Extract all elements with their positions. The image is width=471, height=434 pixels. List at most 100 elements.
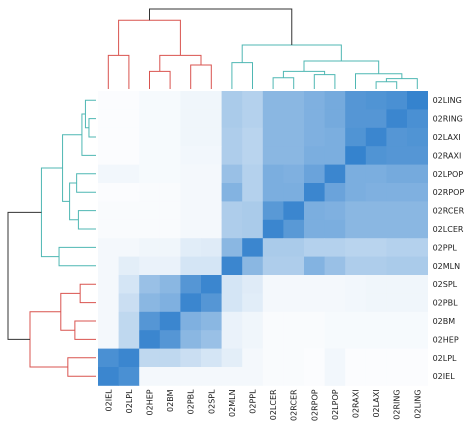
heatmap-cell-02LAXI-02LPL bbox=[118, 127, 140, 147]
heatmap-cell-02IEL-02LPL bbox=[118, 367, 140, 386]
heatmap-cell-02BM-02LAXI bbox=[365, 311, 387, 331]
heatmap-cell-02LCER-02PBL bbox=[180, 219, 202, 239]
heatmap-cell-02IEL-02SPL bbox=[201, 367, 222, 386]
heatmap-cell-02LING-02MLN bbox=[221, 91, 243, 110]
heatmap-cell-02RCER-02PPL bbox=[242, 201, 264, 221]
heatmap-cell-02IEL-02IEL bbox=[98, 367, 119, 386]
heatmap-cell-02RAXI-02RING bbox=[386, 146, 408, 165]
heatmap-cell-02RCER-02LPL bbox=[118, 201, 140, 221]
heatmap-cell-02LPOP-02RING bbox=[386, 164, 408, 184]
heatmap-cell-02LING-02BM bbox=[159, 91, 181, 110]
heatmap-cell-02SPL-02HEP bbox=[139, 275, 161, 294]
heatmap-cell-02RING-02RCER bbox=[283, 109, 305, 129]
dendrogram-branch bbox=[190, 64, 212, 89]
dendrogram-branch bbox=[60, 292, 81, 331]
heatmap-cell-02LPOP-02LPOP bbox=[324, 164, 346, 184]
heatmap-cell-02SPL-02LAXI bbox=[365, 275, 387, 294]
heatmap-cell-02LPL-02PBL bbox=[180, 348, 202, 368]
heatmap-cell-02RAXI-02LAXI bbox=[365, 146, 387, 165]
heatmap-cell-02RPOP-02RCER bbox=[283, 183, 305, 202]
heatmap-cell-02LPL-02LCER bbox=[262, 348, 284, 368]
col-label: 02HEP bbox=[146, 389, 155, 415]
heatmap-cell-02RAXI-02RCER bbox=[283, 146, 305, 165]
dendrogram-branch bbox=[58, 246, 96, 267]
heatmap-cell-02PBL-02LPOP bbox=[324, 293, 346, 313]
heatmap-cell-02LAXI-02LCER bbox=[262, 127, 284, 147]
heatmap-cell-02LCER-02LPOP bbox=[324, 219, 346, 239]
heatmap-cell-02RAXI-02LING bbox=[407, 146, 428, 165]
heatmap-cell-02LCER-02LCER bbox=[262, 219, 284, 239]
heatmap-cell-02SPL-02LPL bbox=[118, 275, 140, 294]
heatmap-cell-02PPL-02MLN bbox=[221, 238, 243, 257]
heatmap-cell-02LAXI-02LAXI bbox=[365, 127, 387, 147]
heatmap-cell-02IEL-02LAXI bbox=[365, 367, 387, 386]
heatmap-cell-02PBL-02SPL bbox=[201, 293, 222, 313]
heatmap-cell-02LCER-02LAXI bbox=[365, 219, 387, 239]
heatmap-cell-02SPL-02BM bbox=[159, 275, 181, 294]
heatmap-cells bbox=[98, 91, 428, 386]
heatmap-cell-02LCER-02PPL bbox=[242, 219, 264, 239]
heatmap-cell-02PBL-02PBL bbox=[180, 293, 202, 313]
heatmap-cell-02LING-02LPL bbox=[118, 91, 140, 110]
heatmap-cell-02LAXI-02RING bbox=[386, 127, 408, 147]
heatmap-cell-02LING-02LAXI bbox=[365, 91, 387, 110]
heatmap-cell-02RCER-02RCER bbox=[283, 201, 305, 221]
heatmap-cell-02LCER-02BM bbox=[159, 219, 181, 239]
heatmap-cell-02BM-02BM bbox=[159, 311, 181, 331]
left-dendrogram bbox=[7, 99, 96, 377]
heatmap-cell-02SPL-02PPL bbox=[242, 275, 264, 294]
heatmap-cell-02LCER-02IEL bbox=[98, 219, 119, 239]
heatmap-cell-02IEL-02PBL bbox=[180, 367, 202, 386]
heatmap-cell-02LING-02RAXI bbox=[345, 91, 367, 110]
heatmap-cell-02HEP-02LCER bbox=[262, 330, 284, 349]
heatmap-cell-02HEP-02PPL bbox=[242, 330, 264, 349]
heatmap-cell-02LCER-02HEP bbox=[139, 219, 161, 239]
heatmap-cell-02SPL-02RCER bbox=[283, 275, 305, 294]
row-label: 02LING bbox=[433, 96, 462, 105]
heatmap-cell-02LAXI-02HEP bbox=[139, 127, 161, 147]
heatmap-cell-02RAXI-02RPOP bbox=[304, 146, 325, 165]
heatmap-cell-02LAXI-02PPL bbox=[242, 127, 264, 147]
heatmap-cell-02LPL-02LPL bbox=[118, 348, 140, 368]
heatmap-cell-02MLN-02MLN bbox=[221, 256, 243, 276]
heatmap-cell-02LING-02RING bbox=[386, 91, 408, 110]
heatmap-cell-02LAXI-02RAXI bbox=[345, 127, 367, 147]
row-label: 02RAXI bbox=[433, 151, 462, 160]
heatmap-cell-02LAXI-02IEL bbox=[98, 127, 119, 147]
heatmap-cell-02SPL-02RAXI bbox=[345, 275, 367, 294]
heatmap-cell-02PPL-02LING bbox=[407, 238, 428, 257]
heatmap-cell-02RAXI-02SPL bbox=[201, 146, 222, 165]
heatmap-cell-02BM-02HEP bbox=[139, 311, 161, 331]
heatmap-cell-02LAXI-02PBL bbox=[180, 127, 202, 147]
dendrogram-branch bbox=[272, 77, 295, 89]
heatmap-cell-02HEP-02LPOP bbox=[324, 330, 346, 349]
heatmap-cell-02LCER-02RCER bbox=[283, 219, 305, 239]
heatmap-cell-02RPOP-02MLN bbox=[221, 183, 243, 202]
heatmap-cell-02LCER-02MLN bbox=[221, 219, 243, 239]
heatmap-cell-02IEL-02RPOP bbox=[304, 367, 325, 386]
heatmap-cell-02BM-02LPOP bbox=[324, 311, 346, 331]
heatmap-cell-02IEL-02PPL bbox=[242, 367, 264, 386]
dendrogram-branch bbox=[159, 54, 202, 72]
row-label: 02LPL bbox=[433, 354, 457, 363]
heatmap-cell-02RPOP-02LAXI bbox=[365, 183, 387, 202]
dendrogram-branch bbox=[313, 74, 336, 89]
heatmap-cell-02LPOP-02PPL bbox=[242, 164, 264, 184]
heatmap-cell-02SPL-02RING bbox=[386, 275, 408, 294]
heatmap-cell-02LPOP-02MLN bbox=[221, 164, 243, 184]
row-label: 02PBL bbox=[433, 299, 458, 308]
heatmap-cell-02RING-02BM bbox=[159, 109, 181, 129]
heatmap-cell-02SPL-02SPL bbox=[201, 275, 222, 294]
col-label: 02BM bbox=[166, 389, 175, 412]
heatmap-cell-02RCER-02LPOP bbox=[324, 201, 346, 221]
heatmap-cell-02IEL-02HEP bbox=[139, 367, 161, 386]
col-labels: 02IEL 02LPL 02HEP 02BM 02PBL 02SPL 02MLN 02PPL 0… bbox=[104, 389, 422, 421]
heatmap-cell-02MLN-02RAXI bbox=[345, 256, 367, 276]
heatmap-cell-02HEP-02RAXI bbox=[345, 330, 367, 349]
heatmap-cell-02LAXI-02RCER bbox=[283, 127, 305, 147]
heatmap-cell-02RCER-02RAXI bbox=[345, 201, 367, 221]
row-label: 02PPL bbox=[433, 243, 458, 252]
heatmap-cell-02MLN-02RPOP bbox=[304, 256, 325, 276]
heatmap-cell-02BM-02LPL bbox=[118, 311, 140, 331]
heatmap-cell-02RAXI-02LPL bbox=[118, 146, 140, 165]
